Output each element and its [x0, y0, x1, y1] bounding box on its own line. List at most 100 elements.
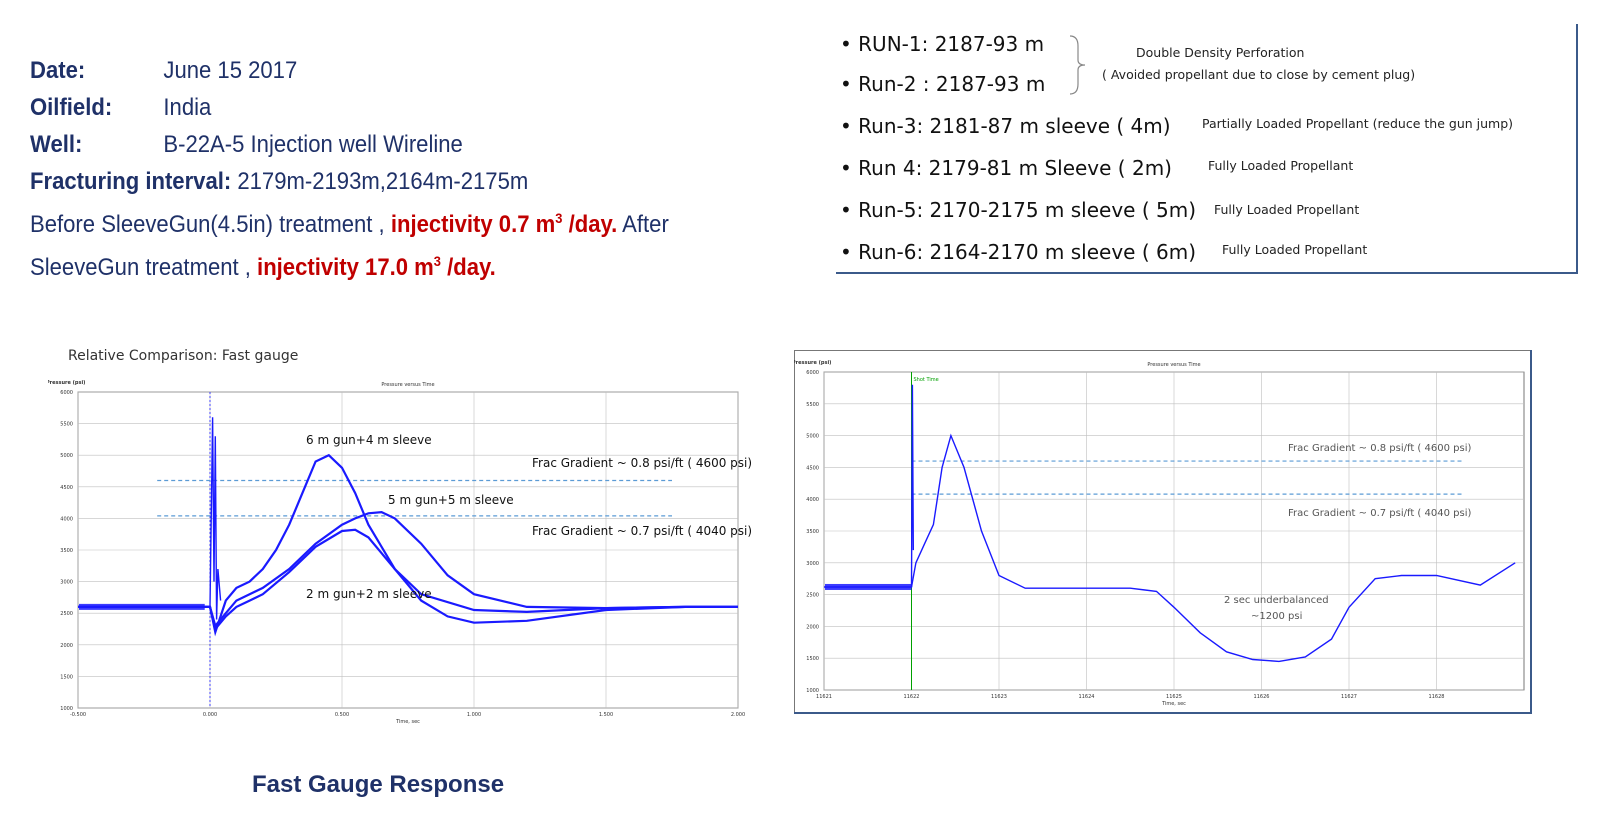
x-axis-label: Time, sec	[395, 719, 420, 725]
chart-annotation: 2 sec underbalanced	[1224, 595, 1329, 606]
y-tick-label: 1000	[60, 706, 73, 712]
chart-annotation: Frac Gradient ~ 0.7 psi/ft ( 4040 psi)	[1288, 508, 1471, 519]
superscript-3: 3	[555, 210, 563, 226]
before-injectivity-value: injectivity 0.7 m	[390, 211, 556, 238]
run-item-6: • Run-6: 2164-2170 m sleeve ( 6m)	[840, 240, 1196, 264]
pressure-series-line	[824, 433, 1516, 663]
oilfield-label: Oilfield:	[30, 94, 113, 121]
run-item-2: • Run-2 : 2187-93 m	[840, 72, 1045, 96]
x-tick-label: 11622	[904, 694, 920, 700]
y-tick-label: 4000	[60, 516, 73, 522]
x-axis-label: Time, sec	[1161, 701, 1186, 707]
note-full-propellant-5: Fully Loaded Propellant	[1214, 202, 1360, 217]
y-tick-label: 2000	[806, 624, 819, 630]
y-tick-label: 1500	[806, 656, 819, 662]
note-full-propellant-6: Fully Loaded Propellant	[1222, 242, 1368, 257]
x-tick-label: 11628	[1429, 694, 1445, 700]
y-tick-label: 3000	[60, 580, 73, 586]
chart-subtitle: Pressure versus Time	[1147, 362, 1200, 368]
after-text: SleeveGun treatment ,	[30, 254, 258, 281]
fast-gauge-chart-svg: Relative Comparison: Fast gauge Pressure …	[48, 334, 754, 732]
y-tick-label: 6000	[60, 390, 73, 396]
chart-annotation: 6 m gun+4 m sleeve	[306, 433, 432, 447]
before-text: Before SleeveGun(4.5in) treatment ,	[30, 211, 391, 238]
baseline-noise-band	[79, 603, 205, 610]
chart-annotation: ~1200 psi	[1251, 611, 1302, 622]
y-tick-label: 6000	[806, 370, 819, 376]
note-partial-propellant: Partially Loaded Propellant (reduce the …	[1202, 116, 1514, 131]
y-tick-label: 5500	[806, 402, 819, 408]
chart-annotation: 5 m gun+5 m sleeve	[388, 493, 514, 507]
x-tick-label: 11626	[1254, 694, 1270, 700]
run-item-3: • Run-3: 2181-87 m sleeve ( 4m)	[840, 114, 1171, 138]
run-label: Run-6: 2164-2170 m sleeve ( 6m)	[858, 240, 1197, 264]
chart-title: Relative Comparison: Fast gauge	[68, 348, 298, 364]
bullet: •	[840, 32, 852, 56]
note-avoided-propellant: ( Avoided propellant due to close by cem…	[1102, 67, 1416, 82]
bullet: •	[840, 240, 852, 264]
y-tick-label: 2500	[806, 593, 819, 599]
well-value: B-22A-5 Injection well Wireline	[163, 131, 463, 158]
superscript-3: 3	[433, 253, 441, 269]
pressure-time-chart: Pressure versus Time Pressure (psi) Time, …	[794, 350, 1532, 714]
date-value: June 15 2017	[163, 57, 298, 84]
y-axis-label: Pressure (psi)	[48, 380, 85, 386]
run-label: RUN-1: 2187-93 m	[858, 32, 1045, 56]
x-tick-label: 11624	[1079, 694, 1095, 700]
chart-annotation: Frac Gradient ~ 0.7 psi/ft ( 4040 psi)	[532, 524, 752, 538]
runs-panel: • RUN-1: 2187-93 m • Run-2 : 2187-93 m •…	[836, 24, 1578, 274]
y-axis-label: Pressure (psi)	[794, 360, 831, 366]
fast-gauge-caption: Fast Gauge Response	[252, 771, 505, 798]
x-tick-label: 11621	[816, 694, 832, 700]
fast-gauge-chart: Relative Comparison: Fast gauge Pressure …	[48, 334, 754, 732]
run-label: Run-3: 2181-87 m sleeve ( 4m)	[858, 114, 1171, 138]
bullet: •	[840, 114, 852, 138]
run-item-4: • Run 4: 2179-81 m Sleeve ( 2m)	[840, 156, 1172, 180]
pressure-series-line	[78, 528, 738, 632]
frac-interval-row: Fracturing interval: 2179m-2193m,2164m-2…	[30, 163, 757, 200]
shot-time-label: Shot Time	[914, 377, 939, 383]
note-double-density: Double Density Perforation	[1136, 45, 1305, 60]
frac-interval-value: 2179m-2193m,2164m-2175m	[237, 168, 529, 195]
y-tick-label: 5500	[60, 422, 73, 428]
well-info-block: Date: June 15 2017 Oilfield: India Well: B-…	[30, 52, 757, 286]
x-tick-label: 1.000	[467, 712, 481, 718]
after-injectivity-value: injectivity 17.0 m	[257, 254, 434, 281]
oilfield-row: Oilfield: India	[30, 89, 757, 126]
chart-background	[794, 350, 1532, 714]
y-tick-label: 4500	[806, 465, 819, 471]
before-injectivity-unit: /day.	[562, 211, 618, 238]
y-tick-label: 1500	[60, 674, 73, 680]
y-tick-label: 5000	[60, 453, 73, 459]
chart-background	[48, 334, 754, 732]
bullet: •	[840, 156, 852, 180]
date-row: Date: June 15 2017	[30, 52, 757, 89]
note-full-propellant-4: Fully Loaded Propellant	[1208, 158, 1354, 173]
y-tick-label: 3500	[60, 548, 73, 554]
run-item-5: • Run-5: 2170-2175 m sleeve ( 5m)	[840, 198, 1196, 222]
x-tick-label: 0.500	[335, 712, 349, 718]
y-tick-label: 3500	[806, 529, 819, 535]
bullet: •	[840, 198, 852, 222]
run-label: Run-2 : 2187-93 m	[858, 72, 1046, 96]
frac-interval-label: Fracturing interval:	[30, 168, 232, 195]
x-tick-label: 11623	[991, 694, 1007, 700]
date-label: Date:	[30, 57, 86, 84]
pressure-spike-line	[910, 384, 914, 588]
pressure-time-chart-svg: Pressure versus Time Pressure (psi) Time, …	[794, 350, 1532, 714]
run-item-1: • RUN-1: 2187-93 m	[840, 32, 1044, 56]
y-tick-label: 2500	[60, 611, 73, 617]
y-tick-label: 4500	[60, 485, 73, 491]
x-tick-label: 11625	[1166, 694, 1182, 700]
chart-subtitle: Pressure versus Time	[381, 382, 434, 388]
bullet: •	[840, 72, 852, 96]
well-row: Well: B-22A-5 Injection well Wireline	[30, 126, 757, 163]
well-label: Well:	[30, 131, 83, 158]
y-tick-label: 4000	[806, 497, 819, 503]
after-injectivity-unit: /day.	[440, 254, 496, 281]
before-injectivity: injectivity 0.7 m3 /day.	[390, 210, 618, 238]
chart-annotation: Frac Gradient ~ 0.8 psi/ft ( 4600 psi)	[1288, 443, 1471, 454]
y-tick-label: 1000	[806, 688, 819, 694]
bracket-icon	[1069, 35, 1086, 95]
oilfield-value: India	[163, 94, 212, 121]
